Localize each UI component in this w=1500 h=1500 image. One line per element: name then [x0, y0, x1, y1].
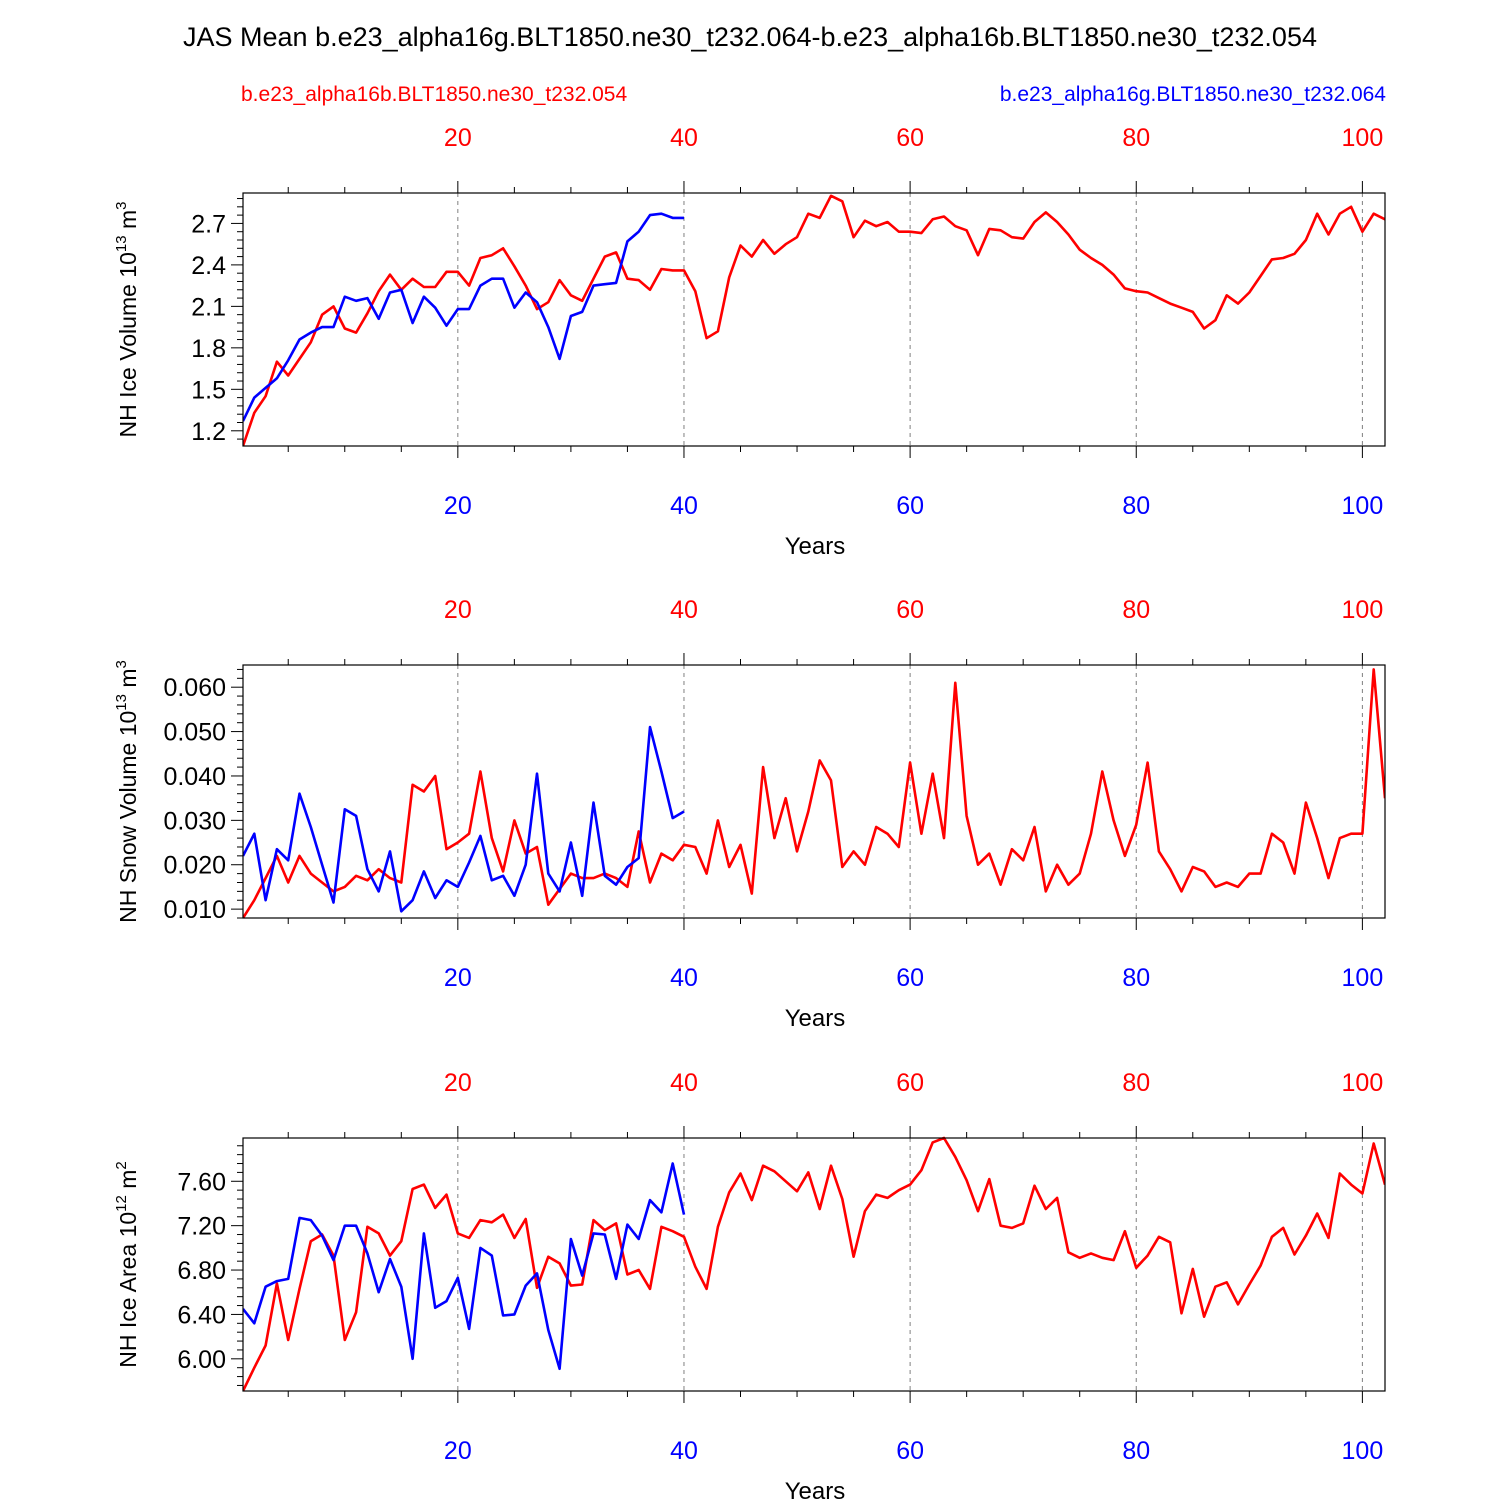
x-tick-label-top: 40 [670, 124, 698, 152]
x-tick-label-top: 20 [444, 596, 472, 624]
legend-blue-series-label: b.e23_alpha16g.BLT1850.ne30_t232.064 [1000, 83, 1386, 106]
y-tick-label: 0.010 [163, 896, 226, 924]
x-tick-label-bottom: 40 [670, 492, 698, 520]
x-tick-label-top: 40 [670, 596, 698, 624]
y-axis-title-text: NH Snow Volume 10 [115, 711, 141, 923]
series-line-red [243, 668, 1385, 919]
x-tick-label-bottom: 100 [1342, 492, 1384, 520]
x-tick-label-top: 100 [1342, 1069, 1384, 1097]
y-tick-label: 0.030 [163, 807, 226, 835]
y-tick-label: 2.7 [191, 210, 226, 238]
series-line-red [243, 194, 1385, 447]
chart-panel-1: 1.2 1.5 1.8 2.1 2.4 2.7 20 20 40 40 60 60 80 80 100 100… [113, 124, 1386, 560]
y-tick-label: 6.40 [177, 1301, 226, 1329]
y-tick-label: 6.80 [177, 1257, 226, 1285]
y-tick-label: 1.2 [191, 418, 226, 446]
x-tick-label-bottom: 60 [896, 492, 924, 520]
x-tick-label-top: 60 [896, 1069, 924, 1097]
y-axis-title-text: NH Ice Area 10 [115, 1212, 141, 1368]
series-line-blue [243, 212, 684, 422]
plot-frame [242, 192, 1386, 447]
y-tick-label: 1.5 [191, 376, 226, 404]
series-line-blue [243, 725, 685, 913]
y-axis-title-unit-power: 2 [113, 1161, 130, 1169]
y-tick-label: 0.050 [163, 719, 226, 747]
y-axis-title-exponent: 12 [113, 1195, 130, 1212]
y-tick-label: 2.1 [191, 293, 226, 321]
x-tick-label-top: 100 [1342, 124, 1384, 152]
x-tick-label-top: 60 [896, 124, 924, 152]
y-axis-title-unit-power: 3 [113, 660, 130, 668]
x-tick-label-bottom: 60 [896, 964, 924, 992]
y-axis-title-unit: m [115, 210, 141, 236]
x-tick-label-top: 80 [1122, 1069, 1150, 1097]
x-tick-label-bottom: 100 [1342, 964, 1384, 992]
y-axis-title-exponent: 13 [113, 235, 130, 252]
x-tick-label-bottom: 80 [1122, 964, 1150, 992]
x-tick-label-top: 100 [1342, 596, 1384, 624]
series-line-blue [243, 1162, 686, 1371]
x-axis-title: Years [785, 533, 846, 560]
y-axis-title-text: NH Ice Volume 10 [115, 252, 141, 437]
y-axis-title-unit: m [115, 668, 141, 694]
y-tick-label: 2.4 [191, 252, 226, 280]
plot-frame [242, 664, 1386, 919]
legend-red-series-label: b.e23_alpha16b.BLT1850.ne30_t232.054 [241, 83, 627, 106]
figure-title: JAS Mean b.e23_alpha16g.BLT1850.ne30_t23… [183, 22, 1317, 52]
x-tick-label-top: 20 [444, 124, 472, 152]
y-axis-title-unit: m [115, 1170, 141, 1196]
panels: 1.2 1.5 1.8 2.1 2.4 2.7 20 20 40 40 60 60 80 80 100 100… [113, 124, 1386, 1500]
x-tick-label-bottom: 20 [444, 492, 472, 520]
y-axis-title: NH Ice Area 1012 m2 [113, 1161, 141, 1368]
x-tick-label-bottom: 80 [1122, 1437, 1150, 1465]
plot-frame [242, 1137, 1386, 1392]
y-tick-label: 0.060 [163, 674, 226, 702]
x-tick-label-bottom: 40 [670, 1437, 698, 1465]
y-tick-label: 7.20 [177, 1213, 226, 1241]
x-axis-title: Years [785, 1005, 846, 1032]
chart-panel-3: 6.00 6.40 6.80 7.20 7.60 20 20 40 40 60 60 80 80 100 1… [113, 1069, 1386, 1500]
y-axis-title: NH Ice Volume 1013 m3 [113, 202, 141, 438]
x-tick-label-top: 80 [1122, 596, 1150, 624]
y-axis-title-unit-power: 3 [113, 202, 130, 210]
y-axis-title-exponent: 13 [113, 694, 130, 711]
x-tick-label-bottom: 100 [1342, 1437, 1384, 1465]
x-tick-label-top: 60 [896, 596, 924, 624]
x-tick-label-bottom: 80 [1122, 492, 1150, 520]
x-tick-label-top: 40 [670, 1069, 698, 1097]
x-tick-label-bottom: 20 [444, 1437, 472, 1465]
y-tick-label: 6.00 [177, 1346, 226, 1374]
y-tick-label: 1.8 [191, 335, 226, 363]
x-tick-label-top: 80 [1122, 124, 1150, 152]
y-tick-label: 0.040 [163, 763, 226, 791]
y-tick-label: 0.020 [163, 852, 226, 880]
series-line-red [243, 1136, 1385, 1392]
x-tick-label-bottom: 40 [670, 964, 698, 992]
x-tick-label-bottom: 60 [896, 1437, 924, 1465]
y-tick-label: 7.60 [177, 1168, 226, 1196]
y-axis-title: NH Snow Volume 1013 m3 [113, 660, 141, 923]
x-tick-label-top: 20 [444, 1069, 472, 1097]
chart-panel-2: 0.010 0.020 0.030 0.040 0.050 0.060 20 20 40 40 60… [113, 596, 1386, 1032]
x-tick-label-bottom: 20 [444, 964, 472, 992]
x-axis-title: Years [785, 1478, 846, 1500]
